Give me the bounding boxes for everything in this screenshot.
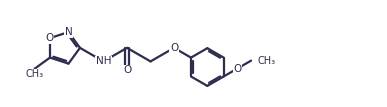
Text: NH: NH [96, 56, 111, 66]
Text: CH₃: CH₃ [258, 56, 276, 66]
Text: O: O [170, 43, 178, 53]
Text: O: O [233, 64, 241, 74]
Text: N: N [65, 27, 73, 37]
Text: O: O [45, 33, 53, 43]
Text: O: O [123, 65, 131, 75]
Text: CH₃: CH₃ [26, 69, 44, 79]
